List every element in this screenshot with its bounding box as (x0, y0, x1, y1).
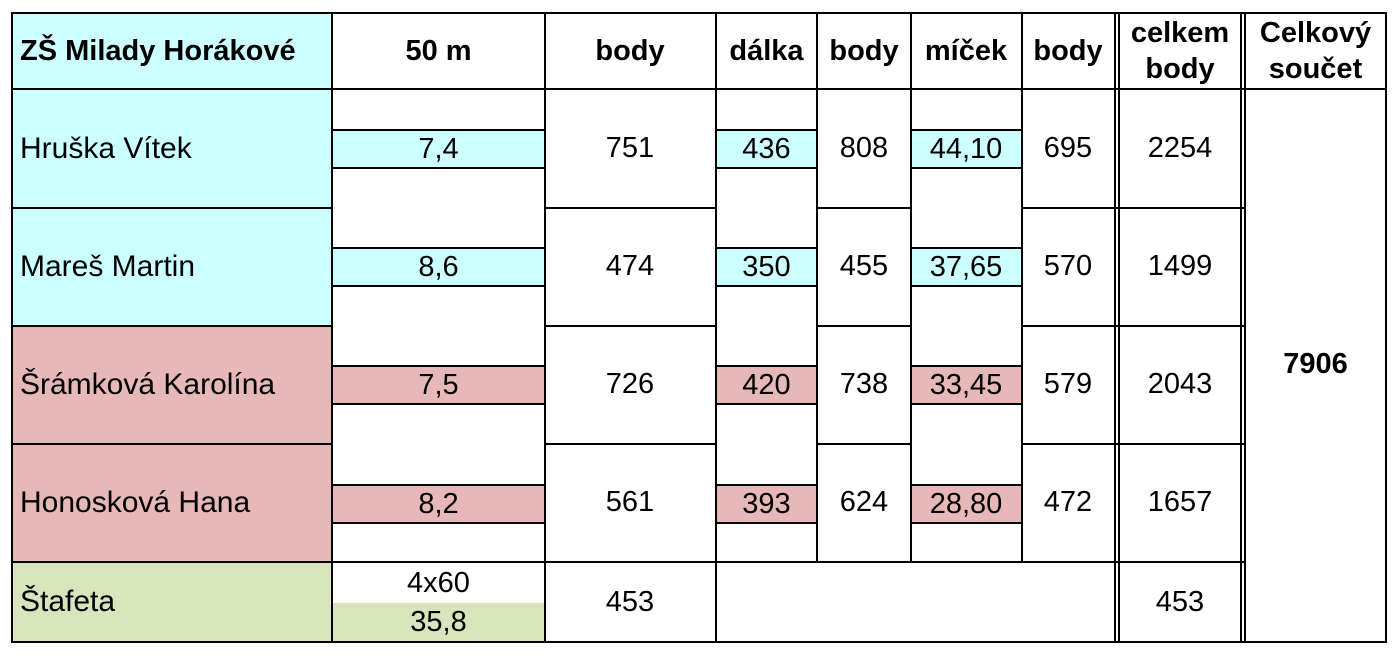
ball-throw: 44,10 (911, 129, 1021, 169)
header-celkem-body: celkem body (1130, 17, 1230, 85)
athlete-name: Hruška Vítek (20, 131, 192, 165)
grid-line (545, 325, 717, 327)
total-points: 1657 (1147, 486, 1213, 518)
points-long-jump: 624 (839, 486, 889, 518)
grid-line (545, 207, 717, 209)
grid-line (1246, 88, 1386, 90)
relay-distance: 4x60 (407, 566, 470, 599)
points-ball-throw: 472 (1043, 486, 1093, 518)
school-header-cell (12, 13, 332, 89)
row-bg (12, 444, 332, 561)
long-jump: 393 (716, 484, 817, 524)
grand-total: 7906 (1283, 348, 1348, 380)
row-bg (12, 90, 332, 207)
relay-points: 453 (605, 585, 655, 618)
grid-line (1021, 12, 1023, 562)
grid-line (1022, 443, 1246, 445)
relay-time: 35,8 (333, 603, 544, 641)
points-50m: 561 (605, 486, 655, 518)
header-dalka: dálka (729, 35, 804, 67)
points-long-jump: 738 (839, 368, 889, 400)
time-50m: 8,2 (333, 484, 544, 524)
grid-line (544, 12, 546, 643)
header-micek: míček (924, 35, 1008, 67)
grid-line (818, 207, 911, 209)
relay-name: Štafeta (20, 585, 116, 618)
header-50m: 50 m (405, 35, 472, 67)
points-long-jump: 808 (839, 132, 889, 164)
athlete-name: Honosková Hana (20, 485, 251, 519)
athlete-name: Šrámková Karolína (20, 367, 276, 401)
points-ball-throw: 579 (1043, 368, 1093, 400)
grid-line (11, 12, 13, 643)
athlete-name: Mareš Martin (20, 249, 196, 283)
row-bg (12, 563, 332, 641)
grid-line (11, 88, 1246, 90)
points-50m: 474 (605, 250, 655, 282)
time-50m: 7,4 (333, 129, 544, 169)
grid-line (818, 325, 911, 327)
grid-line (331, 12, 333, 643)
grid-line (1244, 12, 1246, 643)
grid-line (11, 443, 333, 445)
ball-throw: 37,65 (911, 247, 1021, 287)
grid-line (1114, 12, 1116, 643)
grid-line (11, 325, 333, 327)
header-celkovy-soucet: Celkový součet (1259, 17, 1372, 85)
time-50m: 7,5 (333, 365, 544, 405)
total-points: 2043 (1147, 368, 1213, 400)
points-ball-throw: 695 (1043, 132, 1093, 164)
ball-throw: 28,80 (911, 484, 1021, 524)
relay-total-points: 453 (1155, 585, 1205, 618)
grid-line (1022, 325, 1246, 327)
grid-line (1022, 207, 1246, 209)
grid-line (1240, 12, 1242, 643)
total-points: 1499 (1147, 250, 1213, 282)
grid-line (11, 12, 1386, 14)
points-50m: 726 (605, 368, 655, 400)
grid-line (11, 641, 1386, 643)
grid-line (910, 12, 912, 562)
grid-line (816, 12, 818, 562)
points-long-jump: 455 (839, 250, 889, 282)
grid-line (545, 443, 717, 445)
header-body-micek: body (1033, 35, 1103, 67)
long-jump: 436 (716, 129, 817, 169)
grid-line (1385, 12, 1387, 643)
school-name: ZŠ Milady Horákové (20, 35, 296, 67)
row-bg (12, 326, 332, 443)
points-ball-throw: 570 (1043, 250, 1093, 282)
header-body-dalka: body (829, 35, 899, 67)
grid-line (715, 12, 717, 643)
long-jump: 350 (716, 247, 817, 287)
grid-line (11, 207, 333, 209)
row-bg (12, 208, 332, 325)
points-50m: 751 (605, 132, 655, 164)
grid-line (818, 443, 911, 445)
grid-line (1118, 12, 1120, 643)
header-body-50m: body (595, 35, 665, 67)
grid-line (11, 561, 1246, 563)
time-50m: 8,6 (333, 247, 544, 287)
long-jump: 420 (716, 365, 817, 405)
total-points: 2254 (1147, 132, 1213, 164)
ball-throw: 33,45 (911, 365, 1021, 405)
